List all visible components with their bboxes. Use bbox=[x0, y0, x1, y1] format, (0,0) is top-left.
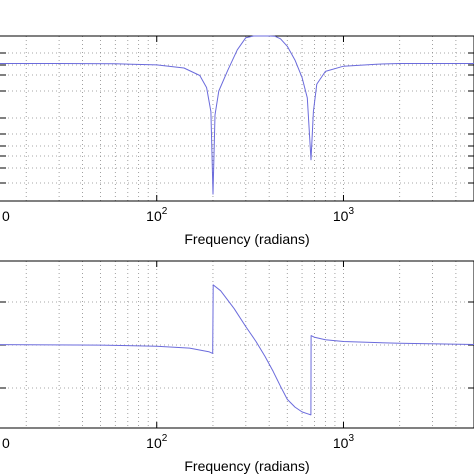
plot-frame bbox=[0, 260, 474, 429]
x-tick-label-exponent: 2 bbox=[162, 433, 168, 444]
x-tick-label: 0 bbox=[2, 208, 10, 224]
x-tick-label: 102 bbox=[146, 206, 168, 224]
x-tick-label-exponent: 3 bbox=[348, 433, 354, 444]
x-tick-label: 103 bbox=[333, 433, 355, 451]
x-axis-label: Frequency (radians) bbox=[184, 458, 309, 474]
x-tick-label-exponent: 2 bbox=[162, 206, 168, 217]
x-tick-label: 0 bbox=[2, 435, 10, 451]
x-axis-label: Frequency (radians) bbox=[184, 231, 309, 247]
x-tick-label-exponent: 3 bbox=[348, 206, 354, 217]
x-tick-label-base: 10 bbox=[333, 208, 349, 224]
x-tick-label-base: 10 bbox=[146, 435, 162, 451]
series-line-1 bbox=[0, 284, 474, 416]
x-tick-label-base: 10 bbox=[146, 208, 162, 224]
plot-frame bbox=[0, 35, 474, 202]
x-tick-label: 103 bbox=[333, 206, 355, 224]
x-tick-label: 102 bbox=[146, 433, 168, 451]
series-line-1 bbox=[0, 35, 474, 195]
x-tick-label-base: 0 bbox=[2, 208, 10, 224]
x-tick-label-base: 0 bbox=[2, 435, 10, 451]
x-tick-label-base: 10 bbox=[333, 435, 349, 451]
